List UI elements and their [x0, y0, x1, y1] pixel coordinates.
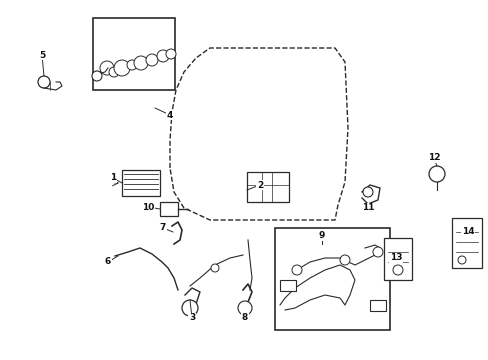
- Bar: [246, 172, 288, 202]
- Circle shape: [109, 67, 119, 77]
- Bar: [280, 280, 295, 291]
- Circle shape: [457, 256, 465, 264]
- Circle shape: [392, 265, 402, 275]
- Circle shape: [291, 265, 302, 275]
- Bar: [122, 170, 160, 196]
- Text: 3: 3: [188, 314, 195, 323]
- Text: 12: 12: [427, 153, 439, 162]
- Text: 6: 6: [104, 257, 111, 266]
- Circle shape: [362, 187, 372, 197]
- Circle shape: [157, 50, 169, 62]
- Bar: [383, 238, 411, 280]
- Circle shape: [134, 56, 148, 70]
- Circle shape: [38, 76, 50, 88]
- Text: 8: 8: [242, 314, 247, 323]
- Circle shape: [114, 60, 130, 76]
- Text: 5: 5: [39, 50, 45, 59]
- Bar: [451, 218, 481, 268]
- Circle shape: [339, 255, 349, 265]
- Circle shape: [210, 264, 219, 272]
- Text: 11: 11: [361, 203, 373, 212]
- Text: 1: 1: [110, 174, 116, 183]
- Circle shape: [146, 54, 158, 66]
- Bar: [369, 300, 385, 311]
- Text: 2: 2: [256, 180, 263, 189]
- Circle shape: [100, 61, 114, 75]
- Text: 4: 4: [166, 111, 173, 120]
- Text: 10: 10: [142, 202, 154, 211]
- Text: 14: 14: [461, 228, 473, 237]
- Text: 9: 9: [318, 231, 325, 240]
- Circle shape: [92, 71, 102, 81]
- Circle shape: [428, 166, 444, 182]
- Circle shape: [372, 247, 382, 257]
- Circle shape: [238, 301, 251, 315]
- Circle shape: [165, 49, 176, 59]
- Text: 7: 7: [160, 224, 166, 233]
- Bar: [93, 18, 175, 90]
- Circle shape: [127, 60, 137, 70]
- Circle shape: [182, 300, 198, 316]
- Bar: [274, 228, 389, 330]
- Text: 13: 13: [389, 253, 402, 262]
- Bar: [160, 202, 178, 216]
